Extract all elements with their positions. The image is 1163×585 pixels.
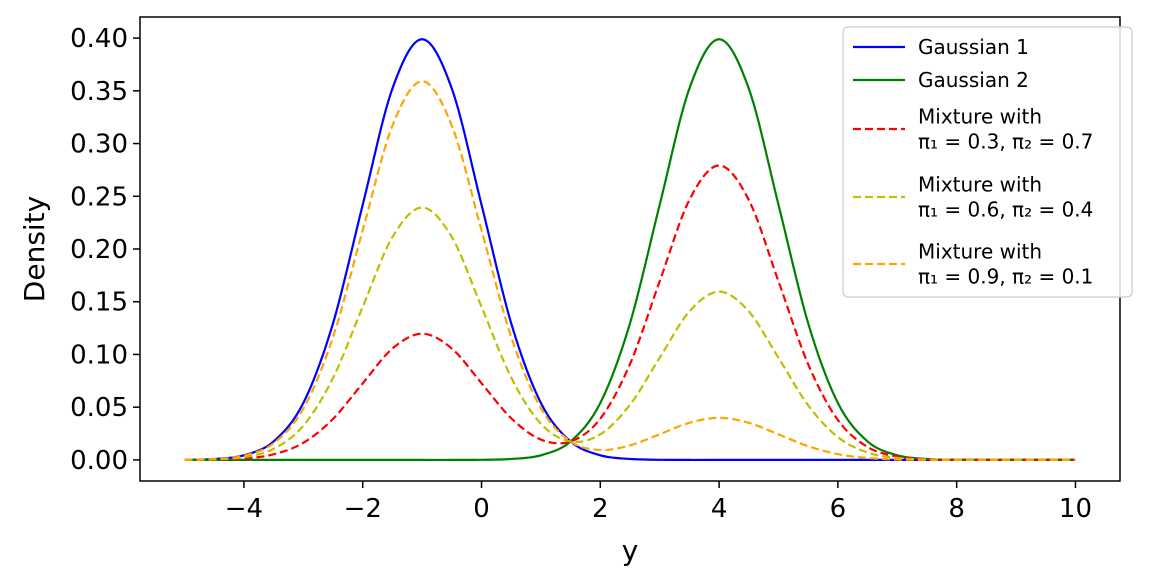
x-tick-label: −4 xyxy=(225,494,263,524)
x-axis-ticks: −4 −2 0 2 4 6 8 10 xyxy=(225,481,1092,524)
y-axis-ticks: 0.00 0.05 0.10 0.15 0.20 0.25 0.30 0.35 0.40 xyxy=(70,24,140,476)
series-lines xyxy=(184,38,1076,462)
legend-label-mixture-0-9-0-1: Mixture with xyxy=(918,240,1042,264)
x-tick-label: −2 xyxy=(344,494,382,524)
y-tick-label: 0.25 xyxy=(70,182,128,212)
y-tick-label: 0.05 xyxy=(70,393,128,423)
x-tick-label: 6 xyxy=(830,494,847,524)
x-tick-label: 0 xyxy=(473,494,490,524)
legend-label-mixture-0-9-0-1: π₁ = 0.9, π₂ = 0.1 xyxy=(918,265,1093,289)
x-tick-label: 10 xyxy=(1059,494,1092,524)
legend-label-mixture-0-3-0-7: Mixture with xyxy=(918,105,1042,129)
y-tick-label: 0.10 xyxy=(70,340,128,370)
legend-box xyxy=(842,26,1133,298)
x-tick-label: 4 xyxy=(711,494,728,524)
series-line-mixture-0-3-0-7 xyxy=(184,164,1076,462)
y-tick-label: 0.00 xyxy=(70,446,128,476)
x-tick-label: 2 xyxy=(592,494,609,524)
series-line-mixture-0-6-0-4 xyxy=(184,206,1076,462)
legend-label-mixture-0-6-0-4: Mixture with xyxy=(918,173,1042,197)
y-tick-label: 0.15 xyxy=(70,288,128,318)
series-line-mixture-0-9-0-1 xyxy=(184,80,1076,462)
legend-label-mixture-0-3-0-7: π₁ = 0.3, π₂ = 0.7 xyxy=(918,130,1093,154)
y-tick-label: 0.35 xyxy=(70,77,128,107)
legend-label-gaussian-1: Gaussian 1 xyxy=(918,35,1029,59)
y-axis-label: Density xyxy=(18,196,51,302)
x-axis-label: y xyxy=(622,534,639,567)
legend-label-gaussian-2: Gaussian 2 xyxy=(918,68,1029,92)
legend-label-mixture-0-6-0-4: π₁ = 0.6, π₂ = 0.4 xyxy=(918,198,1093,222)
y-tick-label: 0.40 xyxy=(70,24,128,54)
y-tick-label: 0.30 xyxy=(70,130,128,160)
y-tick-label: 0.20 xyxy=(70,235,128,265)
x-tick-label: 8 xyxy=(948,494,965,524)
